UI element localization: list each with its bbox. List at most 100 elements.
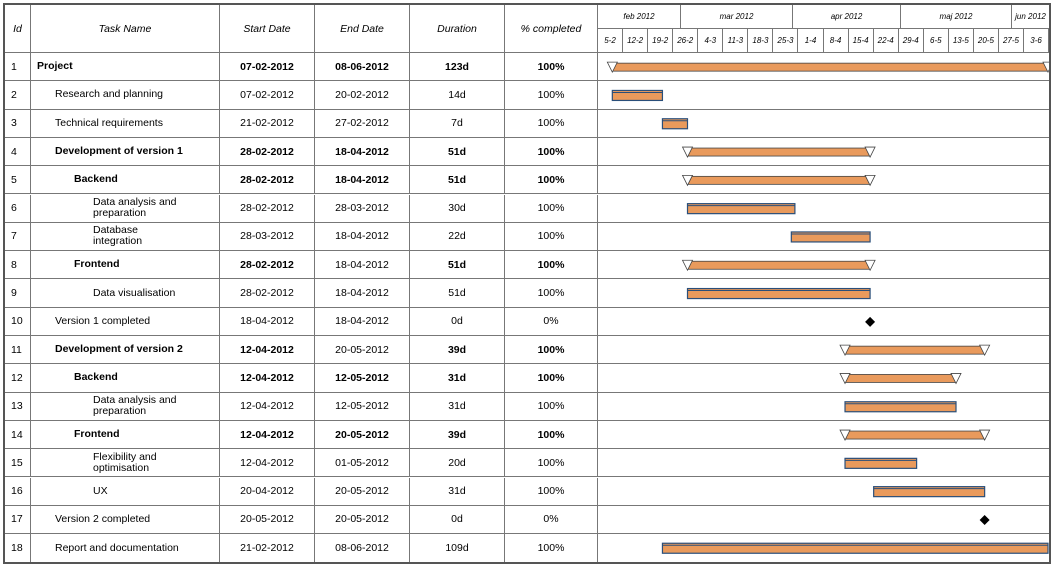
table-row[interactable]: 16 UX 20-04-2012 20-05-2012 31d 100% [5,477,1049,506]
table-row[interactable]: 1 Project 07-02-2012 08-06-2012 123d 100% [5,53,1049,82]
table-row[interactable]: 4 Development of version 1 28-02-2012 18-04… [5,137,1049,167]
task-id: 7 [5,222,31,251]
task-id: 1 [5,53,31,81]
table-row[interactable]: 18 Report and documentation 21-02-2012 08-0… [5,534,1049,563]
summary-bar[interactable] [844,374,957,383]
percent-completed-text: 100% [537,542,565,555]
percent-completed: 100% [505,194,598,222]
header-id: Id [5,5,31,52]
task-bar[interactable] [844,457,918,469]
start-date: 28-02-2012 [220,279,315,307]
summary-start-marker [606,61,618,74]
task-bar[interactable] [661,118,689,130]
start-date: 28-02-2012 [220,137,315,166]
week-label: 25-3 [773,28,799,52]
duration: 51d [410,251,505,279]
end-date: 18-04-2012 [315,137,410,166]
percent-completed-text: 0% [543,315,559,328]
end-date-text: 18-04-2012 [335,145,389,158]
duration: 31d [410,392,505,420]
summary-bar[interactable] [687,260,871,270]
table-row[interactable]: 7 Database integration 28-03-2012 18-04-201… [5,222,1049,252]
summary-bar[interactable] [687,147,871,157]
percent-completed: 100% [505,222,598,251]
start-date: 21-02-2012 [220,534,315,563]
start-date-text: 28-02-2012 [240,145,294,158]
percent-completed: 100% [505,109,598,137]
duration: 30d [410,194,505,222]
table-row[interactable]: 15 Flexibility and optimisation 12-04-2012… [5,449,1049,478]
month-label: feb 2012 [598,5,681,28]
end-date-text: 20-05-2012 [335,428,389,441]
task-name-text: Development of version 2 [55,343,183,356]
milestone-marker[interactable] [865,316,876,327]
week-label: 18-3 [748,28,774,52]
table-row[interactable]: 8 Frontend 28-02-2012 18-04-2012 51d 100% [5,251,1049,280]
task-name-text: Data visualisation [93,286,176,299]
table-row[interactable]: 5 Backend 28-02-2012 18-04-2012 51d 100% [5,166,1049,195]
start-date: 12-04-2012 [220,449,315,477]
percent-completed-text: 100% [537,173,565,186]
duration-text: 31d [448,485,466,498]
task-name-text: Research and planning [55,88,163,101]
task-name-text: Database integration [93,224,143,248]
task-bar[interactable] [873,486,986,498]
end-date-text: 08-06-2012 [335,60,389,73]
start-date: 07-02-2012 [220,53,315,81]
percent-completed-text: 100% [537,88,565,101]
task-name-text: Version 1 completed [55,314,151,327]
start-date: 20-04-2012 [220,477,315,505]
duration: 39d [410,336,505,364]
table-row[interactable]: 12 Backend 12-04-2012 12-05-2012 31d 100% [5,364,1049,393]
task-name: Flexibility and optimisation [31,449,220,477]
task-id-text: 9 [11,287,17,300]
summary-bar[interactable] [687,175,871,185]
percent-completed-text: 100% [537,485,565,498]
task-bar[interactable] [661,542,1049,554]
percent-completed-text: 100% [537,230,565,243]
task-bar[interactable] [686,203,796,215]
summary-bar[interactable] [611,62,1049,72]
duration: 20d [410,449,505,477]
table-row[interactable]: 6 Data analysis and preparation 28-02-2012… [5,194,1049,223]
week-label: 3-6 [1024,28,1049,52]
table-row[interactable]: 3 Technical requirements 21-02-2012 27-02-2… [5,109,1049,138]
week-label: 19-2 [648,28,674,52]
percent-completed-text: 100% [537,258,565,271]
milestone-marker[interactable] [979,514,990,525]
duration: 14d [410,81,505,109]
task-id-text: 8 [11,258,17,271]
table-row[interactable]: 11 Development of version 2 12-04-2012 20-0… [5,336,1049,365]
duration: 0d [410,505,505,534]
table-row[interactable]: 9 Data visualisation 28-02-2012 18-04-2012 5… [5,279,1049,308]
task-bar[interactable] [844,401,957,413]
start-date: 07-02-2012 [220,81,315,109]
percent-completed: 100% [505,81,598,109]
task-id: 4 [5,137,31,166]
table-row[interactable]: 10 Version 1 completed 18-04-2012 18-04-201… [5,307,1049,336]
table-row[interactable]: 14 Frontend 12-04-2012 20-05-2012 39d 100% [5,420,1049,450]
task-bar[interactable] [611,89,664,102]
header-duration: Duration [410,5,505,52]
task-bar[interactable] [790,231,871,243]
table-row[interactable]: 13 Data analysis and preparation 12-04-201… [5,392,1049,421]
task-id-text: 3 [11,117,17,130]
percent-completed: 100% [505,392,598,420]
summary-bar[interactable] [844,430,986,440]
end-date-text: 08-06-2012 [335,542,389,555]
start-date-text: 12-04-2012 [240,371,294,384]
gantt-chart: Id Task Name Start Date End Date Duratio… [3,3,1051,564]
percent-completed-text: 0% [543,513,559,526]
percent-completed-text: 100% [537,456,565,469]
summary-bar[interactable] [844,345,986,355]
table-row[interactable]: 17 Version 2 completed 20-05-2012 20-05-201… [5,505,1049,535]
task-id: 6 [5,194,31,222]
header-task-name: Task Name [31,5,220,52]
task-bar[interactable] [686,287,871,300]
table-row[interactable]: 2 Research and planning 07-02-2012 20-02-20… [5,81,1049,110]
summary-end-marker [864,174,876,187]
percent-completed: 0% [505,505,598,534]
end-date: 18-04-2012 [315,251,410,279]
duration-text: 7d [451,117,463,130]
end-date: 20-05-2012 [315,477,410,505]
